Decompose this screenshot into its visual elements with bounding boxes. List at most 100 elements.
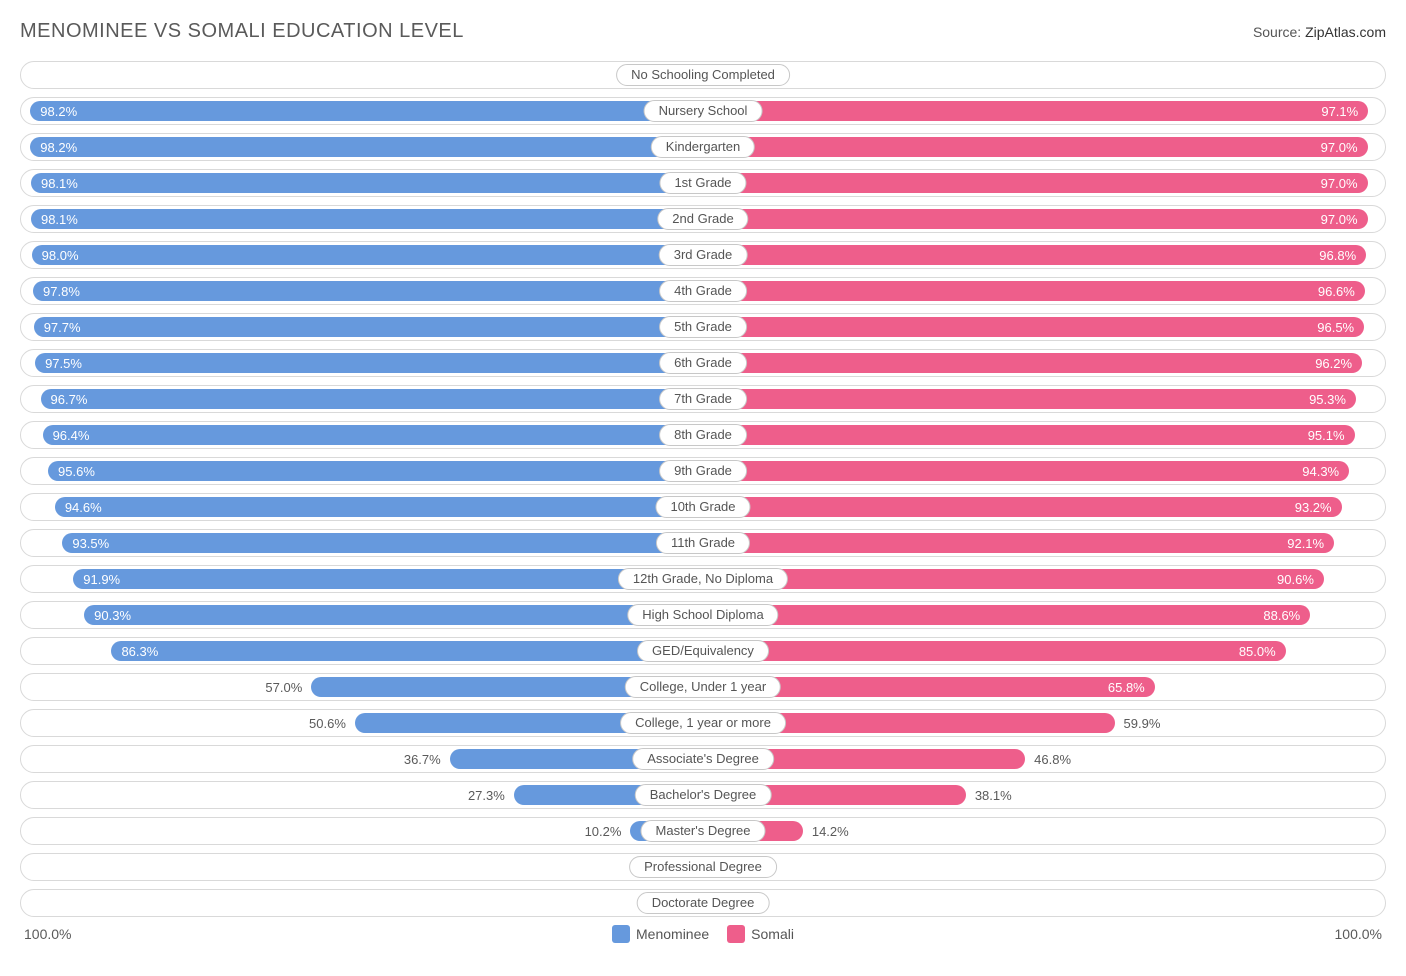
right-bar: 94.3% — [706, 461, 1349, 481]
row-right-half: 1.7% — [703, 890, 1385, 916]
category-label: 3rd Grade — [659, 244, 748, 266]
row-left-half: 95.6% — [21, 458, 703, 484]
right-value: 46.8% — [1028, 752, 1077, 767]
left-value: 10.2% — [579, 824, 628, 839]
row-right-half: 88.6% — [703, 602, 1385, 628]
row-right-half: 85.0% — [703, 638, 1385, 664]
right-value: 14.2% — [806, 824, 855, 839]
left-bar: 97.7% — [34, 317, 700, 337]
row-left-half: 97.5% — [21, 350, 703, 376]
right-bar: 97.1% — [706, 101, 1368, 121]
left-value: 98.2% — [40, 104, 77, 119]
legend-item-right: Somali — [727, 925, 794, 943]
row-right-half: 97.0% — [703, 206, 1385, 232]
left-bar: 98.1% — [31, 209, 700, 229]
row-right-half: 97.0% — [703, 170, 1385, 196]
chart-row: 91.9%90.6%12th Grade, No Diploma — [20, 565, 1386, 593]
chart-row: 27.3%38.1%Bachelor's Degree — [20, 781, 1386, 809]
category-label: College, Under 1 year — [625, 676, 781, 698]
left-value: 86.3% — [121, 644, 158, 659]
row-right-half: 46.8% — [703, 746, 1385, 772]
right-value: 95.1% — [1308, 428, 1345, 443]
category-label: Master's Degree — [641, 820, 766, 842]
row-right-half: 65.8% — [703, 674, 1385, 700]
right-value: 97.0% — [1321, 140, 1358, 155]
axis-right-label: 100.0% — [1335, 926, 1382, 942]
left-value: 96.7% — [51, 392, 88, 407]
row-left-half: 1.4% — [21, 890, 703, 916]
row-right-half: 59.9% — [703, 710, 1385, 736]
right-value: 93.2% — [1295, 500, 1332, 515]
row-left-half: 97.8% — [21, 278, 703, 304]
left-value: 36.7% — [398, 752, 447, 767]
source-label: Source: — [1253, 24, 1301, 40]
chart-row: 98.2%97.0%Kindergarten — [20, 133, 1386, 161]
left-bar: 90.3% — [84, 605, 700, 625]
legend-label-right: Somali — [751, 926, 794, 942]
right-value: 97.0% — [1321, 176, 1358, 191]
row-right-half: 2.9% — [703, 62, 1385, 88]
left-value: 27.3% — [462, 788, 511, 803]
category-label: 2nd Grade — [657, 208, 748, 230]
row-right-half: 96.8% — [703, 242, 1385, 268]
right-bar: 88.6% — [706, 605, 1310, 625]
row-right-half: 97.1% — [703, 98, 1385, 124]
right-value: 96.8% — [1319, 248, 1356, 263]
category-label: High School Diploma — [627, 604, 778, 626]
category-label: Bachelor's Degree — [635, 784, 772, 806]
legend: Menominee Somali — [612, 925, 794, 943]
left-value: 90.3% — [94, 608, 131, 623]
row-left-half: 96.4% — [21, 422, 703, 448]
category-label: Professional Degree — [629, 856, 777, 878]
left-value: 98.1% — [41, 212, 78, 227]
right-bar: 97.0% — [706, 209, 1368, 229]
row-right-half: 96.6% — [703, 278, 1385, 304]
left-bar: 98.0% — [32, 245, 700, 265]
left-bar: 98.1% — [31, 173, 700, 193]
row-left-half: 98.1% — [21, 206, 703, 232]
category-label: GED/Equivalency — [637, 640, 769, 662]
chart-row: 96.4%95.1%8th Grade — [20, 421, 1386, 449]
right-value: 97.1% — [1321, 104, 1358, 119]
right-bar: 90.6% — [706, 569, 1324, 589]
right-value: 59.9% — [1118, 716, 1167, 731]
right-bar: 96.2% — [706, 353, 1362, 373]
row-right-half: 95.3% — [703, 386, 1385, 412]
left-value: 95.6% — [58, 464, 95, 479]
left-bar: 93.5% — [62, 533, 700, 553]
left-value: 98.0% — [42, 248, 79, 263]
right-value: 96.6% — [1318, 284, 1355, 299]
axis-left-label: 100.0% — [24, 926, 71, 942]
right-bar: 97.0% — [706, 173, 1368, 193]
chart-row: 36.7%46.8%Associate's Degree — [20, 745, 1386, 773]
right-bar: 96.6% — [706, 281, 1365, 301]
category-label: Doctorate Degree — [637, 892, 770, 914]
chart-row: 90.3% 88.6%High School Diploma — [20, 601, 1386, 629]
legend-swatch-left — [612, 925, 630, 943]
chart-row: 50.6%59.9%College, 1 year or more — [20, 709, 1386, 737]
chart-row: 1.4%1.7%Doctorate Degree — [20, 889, 1386, 917]
left-value: 96.4% — [53, 428, 90, 443]
chart-row: 3.1%4.1%Professional Degree — [20, 853, 1386, 881]
right-value: 96.5% — [1317, 320, 1354, 335]
left-value: 97.7% — [44, 320, 81, 335]
category-label: 6th Grade — [659, 352, 747, 374]
row-right-half: 96.5% — [703, 314, 1385, 340]
chart-source: Source: ZipAtlas.com — [1253, 24, 1386, 40]
row-right-half: 94.3% — [703, 458, 1385, 484]
left-bar: 96.7% — [41, 389, 700, 409]
right-value: 96.2% — [1315, 356, 1352, 371]
row-left-half: 98.2% — [21, 134, 703, 160]
chart-row: 98.1% 97.0%2nd Grade — [20, 205, 1386, 233]
right-bar: 92.1% — [706, 533, 1334, 553]
row-left-half: 1.9% — [21, 62, 703, 88]
row-right-half: 4.1% — [703, 854, 1385, 880]
row-right-half: 97.0% — [703, 134, 1385, 160]
right-value: 94.3% — [1302, 464, 1339, 479]
row-left-half: 3.1% — [21, 854, 703, 880]
left-value: 50.6% — [303, 716, 352, 731]
row-right-half: 92.1% — [703, 530, 1385, 556]
category-label: Nursery School — [644, 100, 763, 122]
left-value: 94.6% — [65, 500, 102, 515]
row-right-half: 96.2% — [703, 350, 1385, 376]
